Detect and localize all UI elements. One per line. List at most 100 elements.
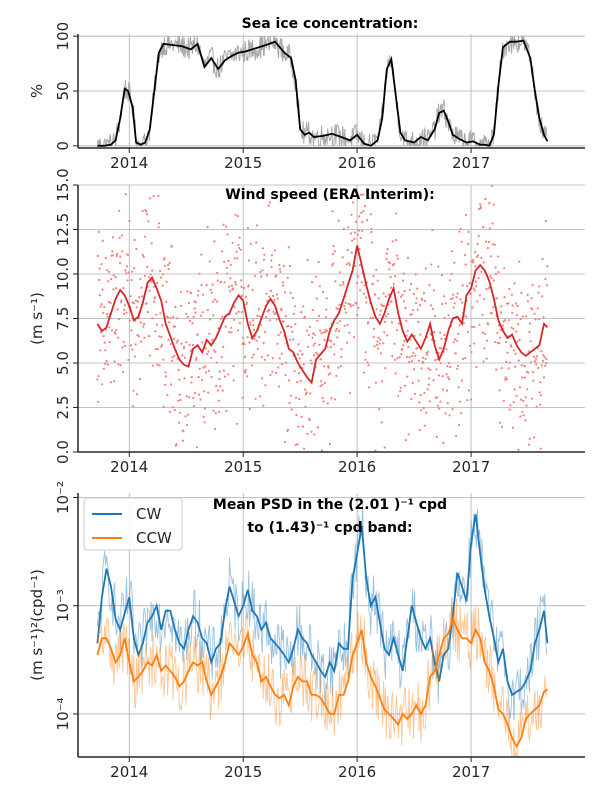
wind-scatter-point <box>377 336 380 339</box>
wind-scatter-point <box>457 332 460 335</box>
wind-scatter-point <box>539 447 542 450</box>
wind-scatter-point <box>116 252 119 256</box>
wind-scatter-point <box>474 280 477 283</box>
wind-scatter-point <box>313 342 317 345</box>
wind-scatter-point <box>404 307 407 310</box>
wind-scatter-point <box>400 353 403 356</box>
wind-scatter-point <box>229 263 232 266</box>
wind-scatter-point <box>198 393 201 396</box>
wind-scatter-point <box>157 194 160 197</box>
wind-scatter-point <box>511 311 514 314</box>
wind-scatter-point <box>420 409 423 412</box>
wind-scatter-point <box>211 338 214 341</box>
y-tick-label: 15.0 <box>54 168 72 201</box>
wind-scatter-point <box>201 341 204 344</box>
wind-scatter-point <box>233 305 236 308</box>
wind-scatter-point <box>135 247 138 251</box>
wind-scatter-point <box>399 386 402 389</box>
wind-scatter-point <box>261 247 264 250</box>
wind-scatter-point <box>540 350 543 353</box>
wind-scatter-point <box>422 407 425 410</box>
wind-scatter-point <box>498 421 501 424</box>
wind-scatter-point <box>503 296 506 299</box>
wind-scatter-point <box>354 264 357 268</box>
wind-scatter-point <box>370 230 373 234</box>
wind-scatter-point <box>333 250 336 253</box>
wind-scatter-point <box>151 364 154 367</box>
wind-scatter-point <box>455 339 458 342</box>
wind-scatter-point <box>310 430 313 433</box>
wind-scatter-point <box>141 295 144 298</box>
wind-scatter-point <box>398 356 401 359</box>
wind-scatter-point <box>185 395 188 398</box>
wind-scatter-point <box>177 399 180 402</box>
y-tick-label: 12.5 <box>54 213 72 246</box>
wind-scatter-point <box>287 246 290 249</box>
wind-scatter-point <box>521 315 524 318</box>
wind-scatter-point <box>399 390 402 393</box>
wind-scatter-point <box>357 306 360 309</box>
wind-scatter-point <box>198 272 201 275</box>
wind-scatter-point <box>475 255 478 259</box>
wind-scatter-point <box>275 318 278 321</box>
wind-scatter-point <box>164 375 167 378</box>
wind-scatter-point <box>307 334 310 337</box>
wind-scatter-point <box>527 350 530 353</box>
wind-scatter-point <box>423 424 426 427</box>
wind-scatter-point <box>195 356 198 359</box>
wind-scatter-point <box>426 350 430 353</box>
wind-scatter-point <box>245 295 248 298</box>
wind-scatter-point <box>222 369 225 372</box>
wind-scatter-point <box>255 241 258 244</box>
wind-scatter-point <box>121 250 124 253</box>
wind-scatter-point <box>370 227 373 231</box>
wind-scatter-point <box>261 269 264 272</box>
wind-scatter-point <box>210 291 213 294</box>
wind-scatter-point <box>485 287 488 291</box>
wind-scatter-point <box>524 419 527 422</box>
wind-scatter-point <box>140 286 143 289</box>
wind-scatter-point <box>364 358 367 361</box>
wind-scatter-point <box>474 251 477 254</box>
wind-scatter-point <box>401 293 404 296</box>
wind-scatter-point <box>471 306 474 309</box>
wind-scatter-point <box>518 386 522 389</box>
wind-scatter-point <box>540 394 543 397</box>
wind-scatter-point <box>180 342 183 345</box>
wind-scatter-point <box>482 226 485 229</box>
wind-scatter-point <box>221 389 224 392</box>
raw-concentration-line <box>96 34 548 148</box>
wind-scatter-point <box>526 388 529 391</box>
wind-scatter-point <box>494 340 497 344</box>
wind-scatter-point <box>312 354 315 357</box>
wind-scatter-point <box>388 262 391 265</box>
wind-scatter-point <box>476 243 479 246</box>
wind-scatter-point <box>332 245 335 248</box>
wind-scatter-point <box>282 265 286 268</box>
wind-scatter-point <box>167 264 170 267</box>
wind-scatter-point <box>96 254 99 257</box>
wind-scatter-point <box>438 407 441 410</box>
wind-scatter-point <box>528 437 531 440</box>
wind-scatter-point <box>400 295 403 298</box>
wind-scatter-point <box>107 280 110 283</box>
wind-scatter-point <box>249 321 252 324</box>
wind-scatter-point <box>268 308 271 311</box>
wind-scatter-point <box>515 394 518 397</box>
wind-scatter-point <box>466 399 469 402</box>
wind-scatter-point <box>107 270 111 273</box>
wind-scatter-point <box>320 331 323 335</box>
wind-scatter-point <box>513 349 516 352</box>
wind-scatter-point <box>426 353 429 356</box>
wind-scatter-point <box>429 304 433 307</box>
wind-scatter-point <box>204 365 207 368</box>
wind-scatter-point <box>133 238 136 242</box>
wind-scatter-point <box>220 317 223 320</box>
wind-scatter-point <box>386 248 389 251</box>
wind-scatter-point <box>402 344 405 347</box>
wind-scatter-point <box>343 307 346 310</box>
wind-scatter-point <box>480 270 483 273</box>
wind-scatter-point <box>406 329 409 332</box>
wind-scatter-point <box>243 355 247 358</box>
wind-scatter-point <box>499 328 502 331</box>
